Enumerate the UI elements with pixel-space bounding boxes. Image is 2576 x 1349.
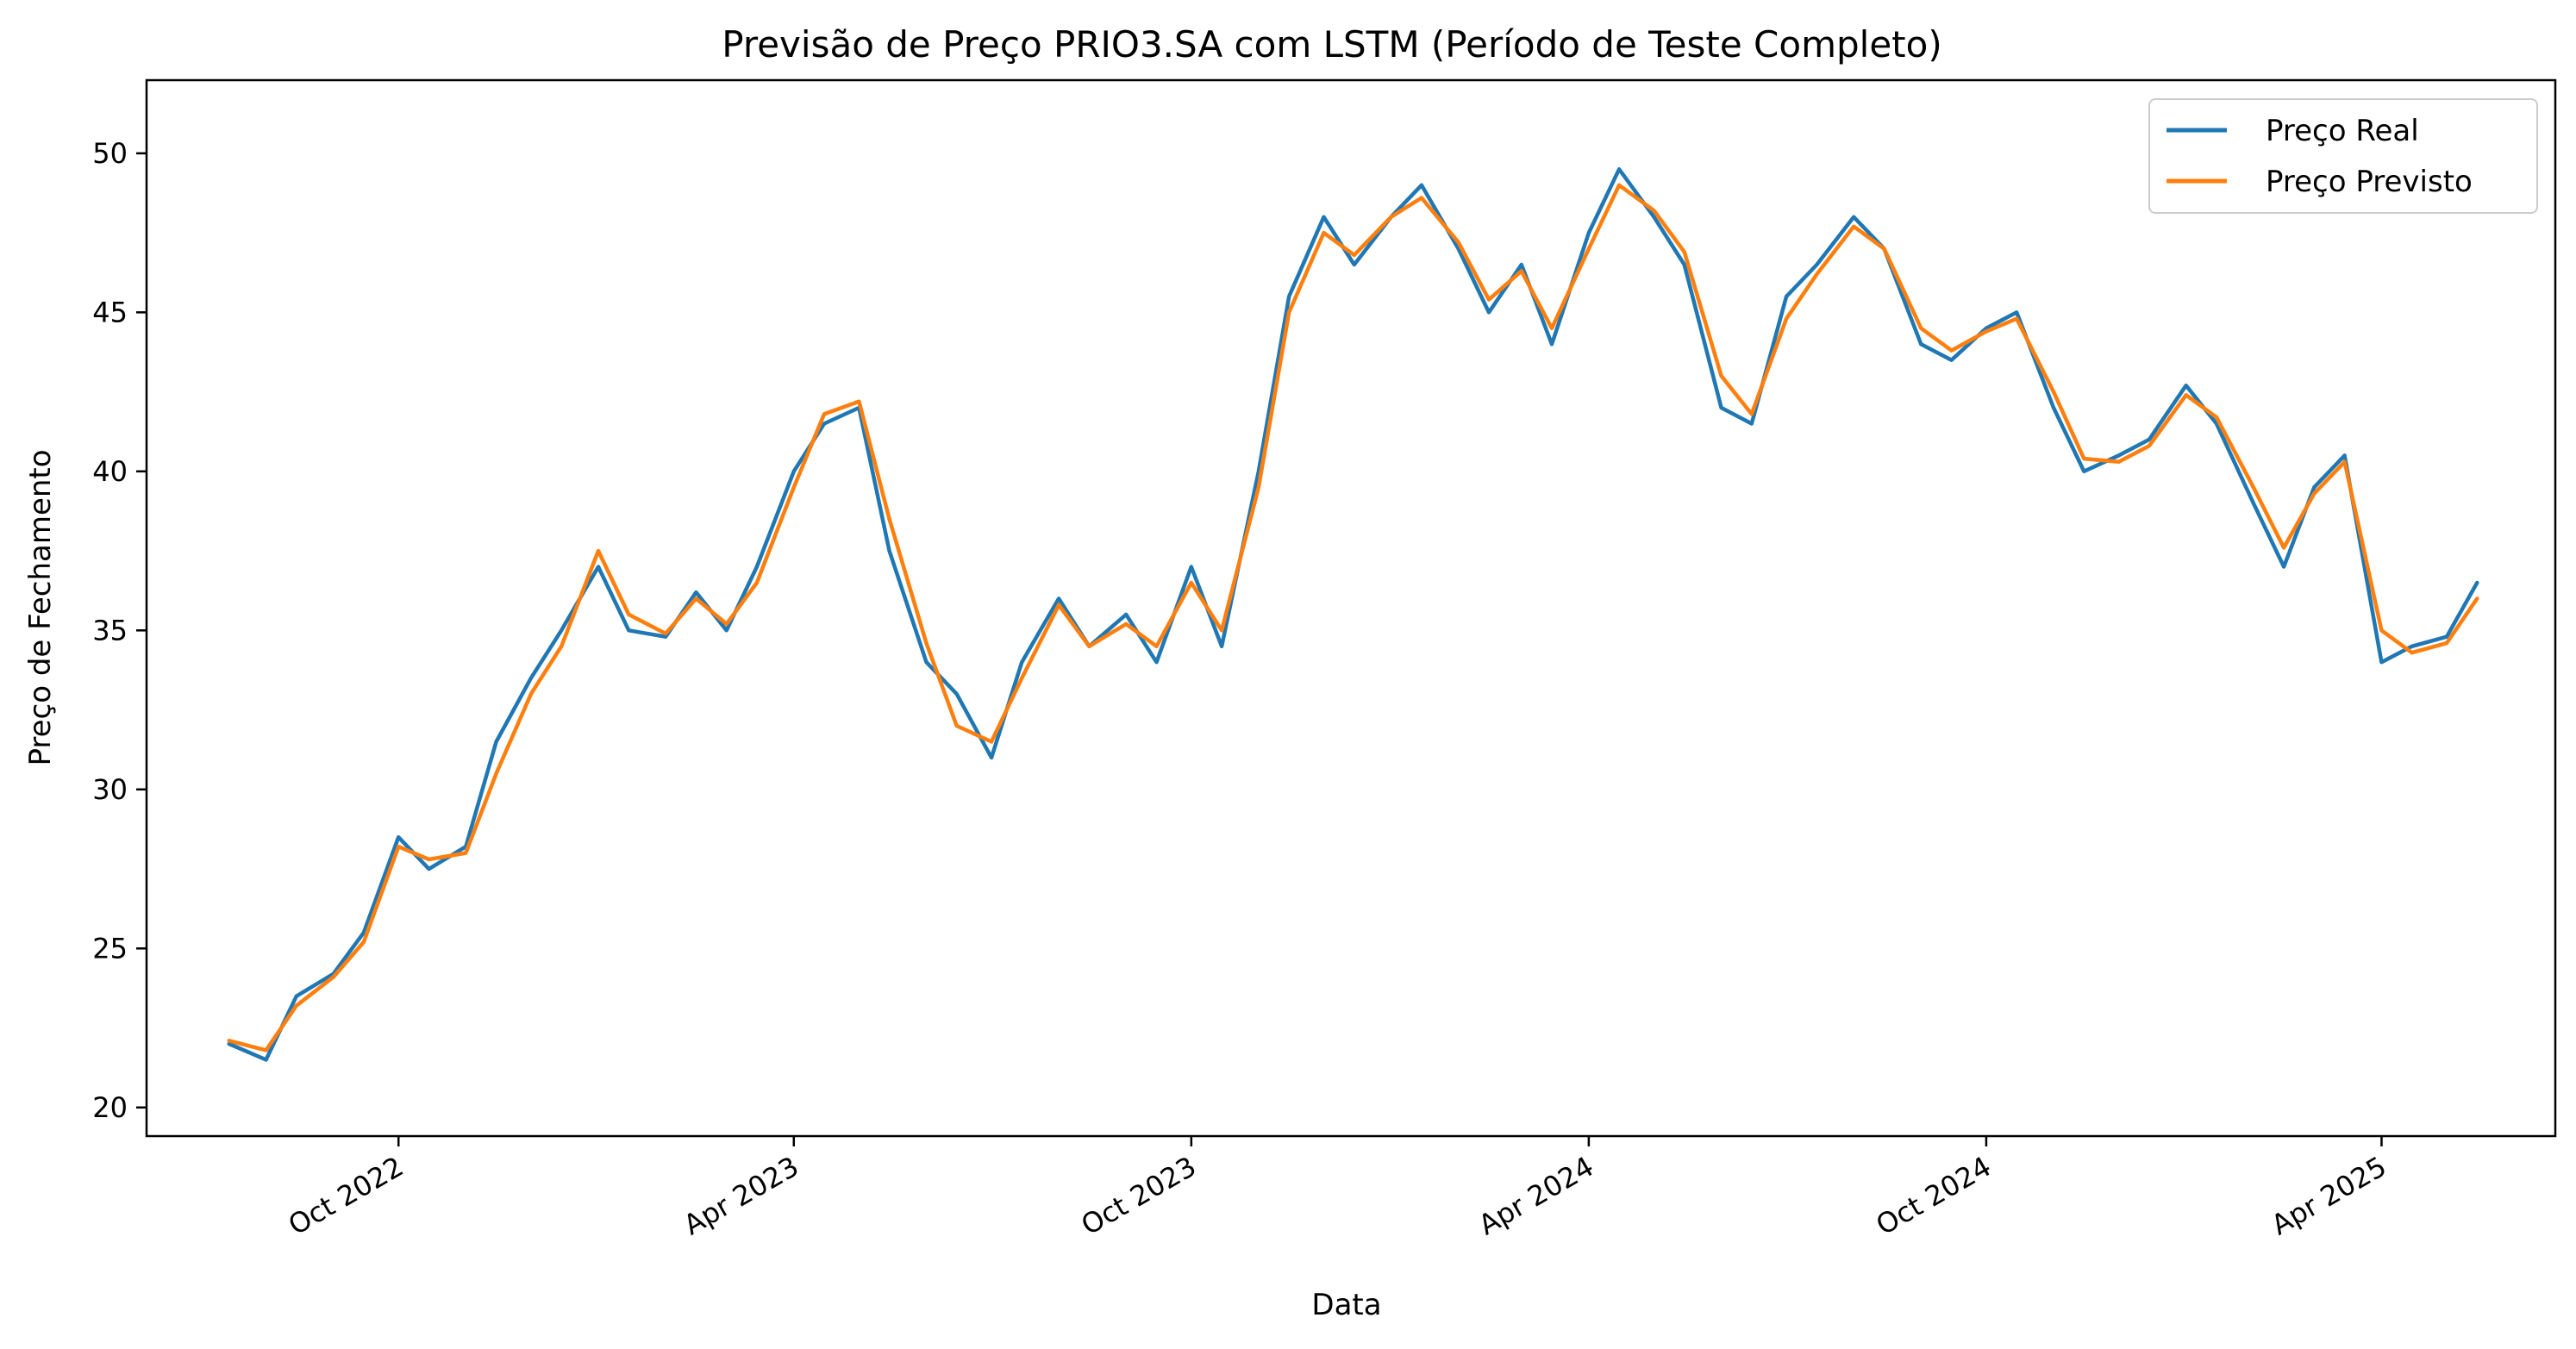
legend: Preço Real Preço Previsto bbox=[2148, 98, 2538, 214]
y-axis-label: Preço de Fechamento bbox=[23, 449, 58, 765]
y-tick-label: 25 bbox=[92, 932, 128, 965]
legend-real-label: Preço Real bbox=[2266, 114, 2419, 148]
y-tick-label: 40 bbox=[92, 455, 128, 488]
series-line-predicted bbox=[227, 183, 2479, 1052]
y-tick-label: 20 bbox=[92, 1091, 128, 1124]
legend-box bbox=[2148, 98, 2538, 214]
series-layer bbox=[227, 167, 2479, 1062]
y-tick-label: 50 bbox=[92, 137, 128, 170]
y-tick-label: 30 bbox=[92, 773, 128, 806]
y-axis: 20 25 30 35 40 45 50 bbox=[92, 137, 147, 1124]
legend-predicted-label: Preço Previsto bbox=[2266, 165, 2473, 199]
plot-area-frame bbox=[145, 78, 2557, 1138]
chart-title: Previsão de Preço PRIO3.SA com LSTM (Per… bbox=[722, 23, 1941, 66]
y-tick-label: 45 bbox=[92, 296, 128, 328]
y-tick-label: 35 bbox=[92, 614, 128, 646]
x-axis-label: Data bbox=[1311, 1288, 1381, 1322]
